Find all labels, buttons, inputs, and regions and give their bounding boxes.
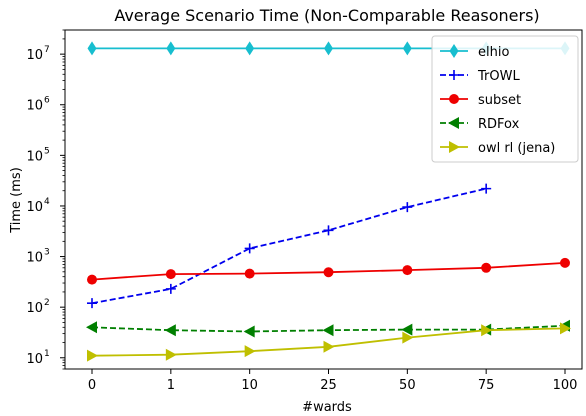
y-tick-exponent: 5 — [44, 146, 50, 156]
series-5 — [87, 322, 571, 362]
data-point — [481, 262, 492, 273]
legend-label: subset — [478, 93, 521, 108]
data-point — [402, 41, 412, 56]
x-axis: 0 1 10 25 50 75 100 — [88, 369, 578, 393]
y-tick-exponent: 4 — [44, 197, 50, 207]
data-point — [243, 325, 255, 338]
series-3 — [87, 257, 570, 285]
x-tick-label: 75 — [478, 378, 495, 393]
x-axis-label: #wards — [302, 400, 352, 415]
data-point — [244, 243, 255, 254]
plot-frame — [64, 29, 583, 370]
data-point — [481, 183, 492, 194]
data-point — [402, 265, 413, 276]
y-tick-exponent: 7 — [44, 45, 50, 55]
y-tick-label: 10 — [26, 149, 43, 164]
data-point — [323, 267, 334, 278]
data-point — [165, 348, 177, 361]
legend-marker — [449, 141, 460, 153]
data-point — [324, 41, 333, 56]
legend: elhio TrOWL subset RDFox owl rl (jena) — [431, 35, 579, 163]
y-axis-label: Time (ms) — [9, 167, 24, 234]
data-point — [245, 41, 255, 56]
data-point — [165, 269, 176, 280]
y-tick-exponent: 3 — [44, 248, 50, 258]
y-tick-label: 10 — [26, 301, 43, 316]
data-point — [164, 324, 176, 337]
x-tick-label: 10 — [241, 378, 258, 393]
legend-marker — [449, 94, 459, 104]
data-point — [87, 41, 97, 56]
y-tick-exponent: 1 — [44, 349, 50, 359]
data-point — [481, 324, 493, 337]
x-tick-label: 50 — [399, 378, 416, 393]
data-point — [244, 268, 255, 279]
data-point — [323, 340, 335, 353]
legend-marker — [448, 117, 459, 129]
legend-label: RDFox — [478, 117, 520, 132]
data-point — [560, 257, 570, 268]
legend-label: owl rl (jena) — [478, 141, 555, 156]
legend-label: TrOWL — [477, 69, 520, 84]
legend-marker — [449, 70, 459, 80]
data-point — [322, 324, 334, 337]
legend-marker — [449, 44, 459, 58]
legend-label: elhio — [478, 45, 509, 60]
data-point — [402, 331, 414, 344]
y-tick-exponent: 6 — [44, 96, 50, 106]
data-point — [86, 321, 97, 334]
data-point — [87, 298, 97, 309]
y-tick-label: 10 — [26, 200, 43, 215]
data-point — [402, 202, 413, 213]
data-point — [244, 345, 256, 358]
legend-box — [431, 35, 579, 163]
x-tick-label: 100 — [553, 378, 578, 393]
y-tick-label: 10 — [26, 48, 43, 63]
y-tick-exponent: 2 — [44, 298, 50, 308]
data-point — [560, 322, 571, 335]
data-point — [166, 41, 176, 56]
y-tick-label: 10 — [26, 99, 43, 114]
chart-title: Average Scenario Time (Non-Comparable Re… — [114, 6, 539, 25]
data-point — [165, 283, 176, 294]
series-2 — [87, 183, 492, 309]
data-point — [323, 225, 334, 236]
data-point — [401, 323, 413, 336]
data-point — [87, 349, 98, 362]
y-tick-label: 10 — [26, 352, 43, 367]
y-tick-label: 10 — [26, 251, 43, 266]
x-tick-label: 1 — [167, 378, 175, 393]
x-tick-label: 25 — [320, 378, 337, 393]
data-point — [87, 274, 97, 285]
x-tick-label: 0 — [88, 378, 96, 393]
series-line — [91, 187, 487, 305]
